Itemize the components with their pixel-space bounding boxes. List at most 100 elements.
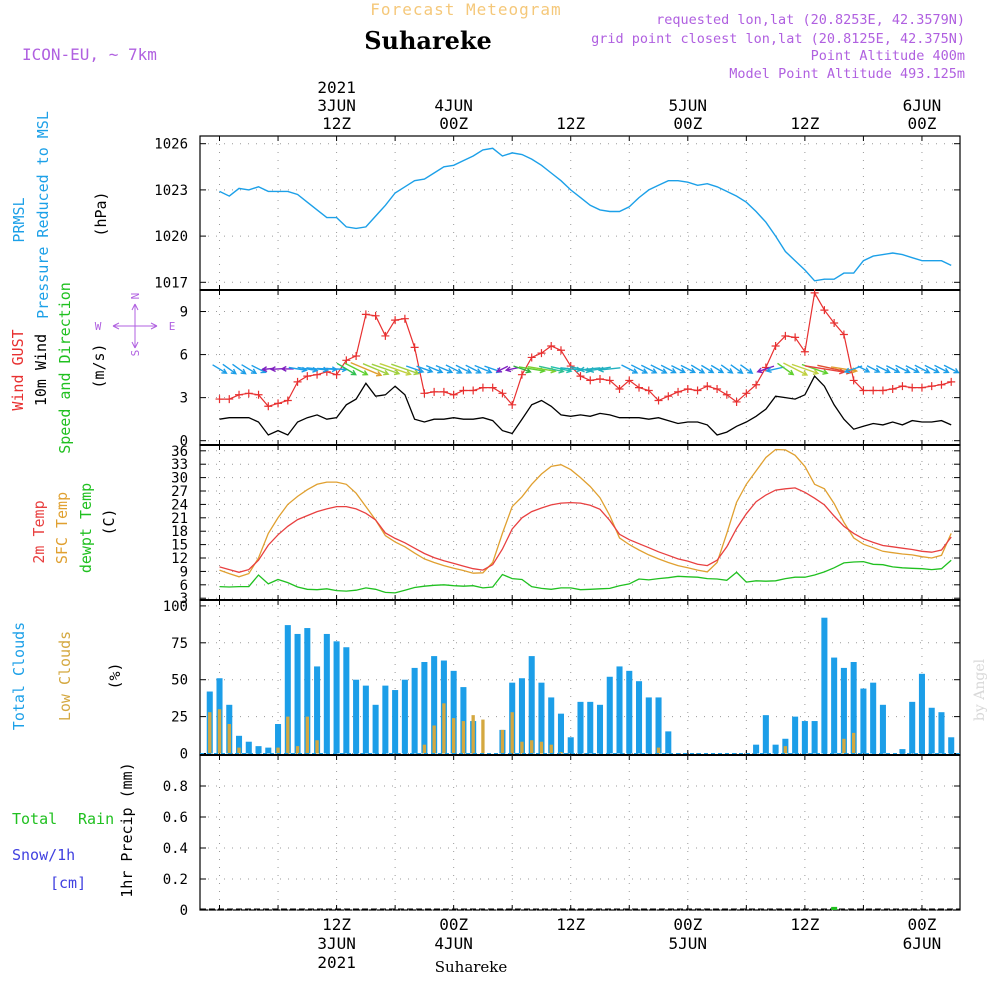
panel-frame-pressure	[199, 135, 961, 291]
precip-label-cm: [cm]	[50, 874, 86, 892]
wind-direction-arrow	[405, 365, 425, 374]
wind-direction-arrow	[875, 364, 891, 374]
sfc-temp-line	[219, 448, 952, 578]
total-cloud-bar	[245, 741, 252, 754]
gust-marker	[313, 370, 322, 379]
gust-marker	[517, 370, 526, 379]
model-altitude: Model Point Altitude 493.125m	[729, 66, 965, 82]
gust-marker	[352, 352, 361, 361]
low-cloud-bar	[295, 746, 300, 754]
gust-marker	[742, 389, 751, 398]
precip-labels: Total Rain Snow/1h [cm] 1hr Precip (mm)	[12, 762, 136, 897]
total-cloud-bar	[938, 712, 945, 754]
top-time-label: 12Z	[556, 114, 585, 133]
wind-direction-arrow	[934, 364, 950, 374]
y-tick-label: 1017	[154, 275, 188, 291]
wind-direction-arrow	[465, 364, 482, 374]
wind-direction-arrow	[640, 364, 658, 374]
gust-marker	[547, 341, 556, 350]
wind-direction-arrow	[740, 364, 754, 374]
gust-marker	[859, 386, 868, 395]
wind-direction-arrow	[445, 364, 463, 374]
grid-point-coords: grid point closest lon,lat (20.8125E, 42…	[591, 31, 965, 47]
wind-direction-arrow	[350, 361, 383, 377]
wind-direction-arrow	[232, 363, 247, 375]
total-cloud-bar	[821, 617, 828, 754]
gust-marker	[254, 390, 263, 399]
wind-direction-arrow	[578, 366, 601, 373]
y-tick-label: 30	[171, 471, 188, 487]
total-cloud-bar	[587, 701, 594, 754]
top-time-label: 4JUN	[434, 96, 473, 115]
bottom-time-label: 00Z	[673, 915, 702, 934]
gridlines	[200, 136, 960, 911]
wind-direction-arrow	[597, 366, 621, 373]
low-cloud-bar	[481, 719, 485, 754]
gust-marker	[527, 353, 536, 362]
y-tick-label: 0	[180, 747, 188, 763]
total-cloud-bar	[460, 687, 467, 754]
wind-compass: N S W E	[95, 293, 176, 357]
low-cloud-bar	[559, 752, 563, 754]
gust-marker	[849, 376, 858, 385]
credit-label: by Angel	[972, 658, 988, 721]
panel-frame-temp	[199, 444, 961, 601]
wind-direction-arrow	[943, 364, 960, 374]
gust-marker	[869, 386, 878, 395]
wind-direction-arrow	[885, 365, 901, 373]
top-time-label: 2021	[317, 78, 356, 97]
y-tick-label: 15	[171, 538, 188, 554]
gust-marker	[420, 389, 429, 398]
total-cloud-bar	[606, 676, 613, 754]
total-cloud-bar	[431, 656, 438, 754]
gust-marker	[615, 385, 624, 394]
bottom-time-label: 00Z	[907, 915, 936, 934]
total-cloud-bar	[343, 647, 350, 754]
wind-direction-arrow	[895, 364, 911, 374]
total-cloud-bar	[665, 731, 672, 754]
total-cloud-bar	[879, 704, 886, 754]
total-cloud-bar	[294, 633, 301, 754]
total-cloud-bar	[304, 628, 311, 754]
total-cloud-bar	[401, 679, 408, 754]
gust-marker	[937, 380, 946, 389]
gust-marker	[800, 347, 809, 356]
total-cloud-bar	[265, 747, 272, 754]
bottom-time-label: 12Z	[556, 915, 585, 934]
wind-direction-arrow	[791, 363, 820, 375]
gust-marker	[469, 386, 478, 395]
low-cloud-bar	[471, 715, 475, 754]
wind-direction-arrow	[630, 364, 649, 374]
wind-direction-arrow	[344, 362, 369, 376]
total-cloud-bar	[948, 737, 955, 754]
wind-direction-arrow	[914, 364, 931, 374]
wind-direction-arrow	[504, 366, 519, 373]
wind-direction-arrow	[621, 364, 639, 374]
total-cloud-bar	[792, 716, 799, 754]
low-cloud-bar	[286, 716, 290, 754]
y-tick-label: 0	[180, 903, 188, 919]
bottom-time-label: 12Z	[322, 915, 351, 934]
low-cloud-bar	[315, 740, 319, 754]
low-cloud-bar	[208, 712, 212, 754]
gust-marker	[722, 390, 731, 399]
total-cloud-bar	[362, 685, 369, 754]
wind-direction-arrow	[690, 364, 706, 374]
gust-marker	[732, 397, 741, 406]
low-cloud-bar	[842, 738, 846, 754]
y-tick-label: 1023	[154, 183, 188, 199]
gust-marker	[400, 314, 409, 323]
total-cloud-bar	[811, 721, 818, 754]
gust-marker	[654, 396, 663, 405]
wind-direction-arrow	[474, 364, 493, 374]
gust-marker	[839, 330, 848, 339]
gust-marker	[371, 311, 380, 320]
precip-unit: 1hr Precip (mm)	[118, 762, 136, 897]
temp-label-2m: 2m Temp	[30, 500, 48, 563]
panel-frames	[199, 135, 961, 911]
y-tick-label: 0.6	[163, 810, 188, 826]
top-time-label: 5JUN	[669, 96, 708, 115]
low-cloud-bar	[656, 747, 661, 754]
low-cloud-bar	[510, 712, 514, 754]
